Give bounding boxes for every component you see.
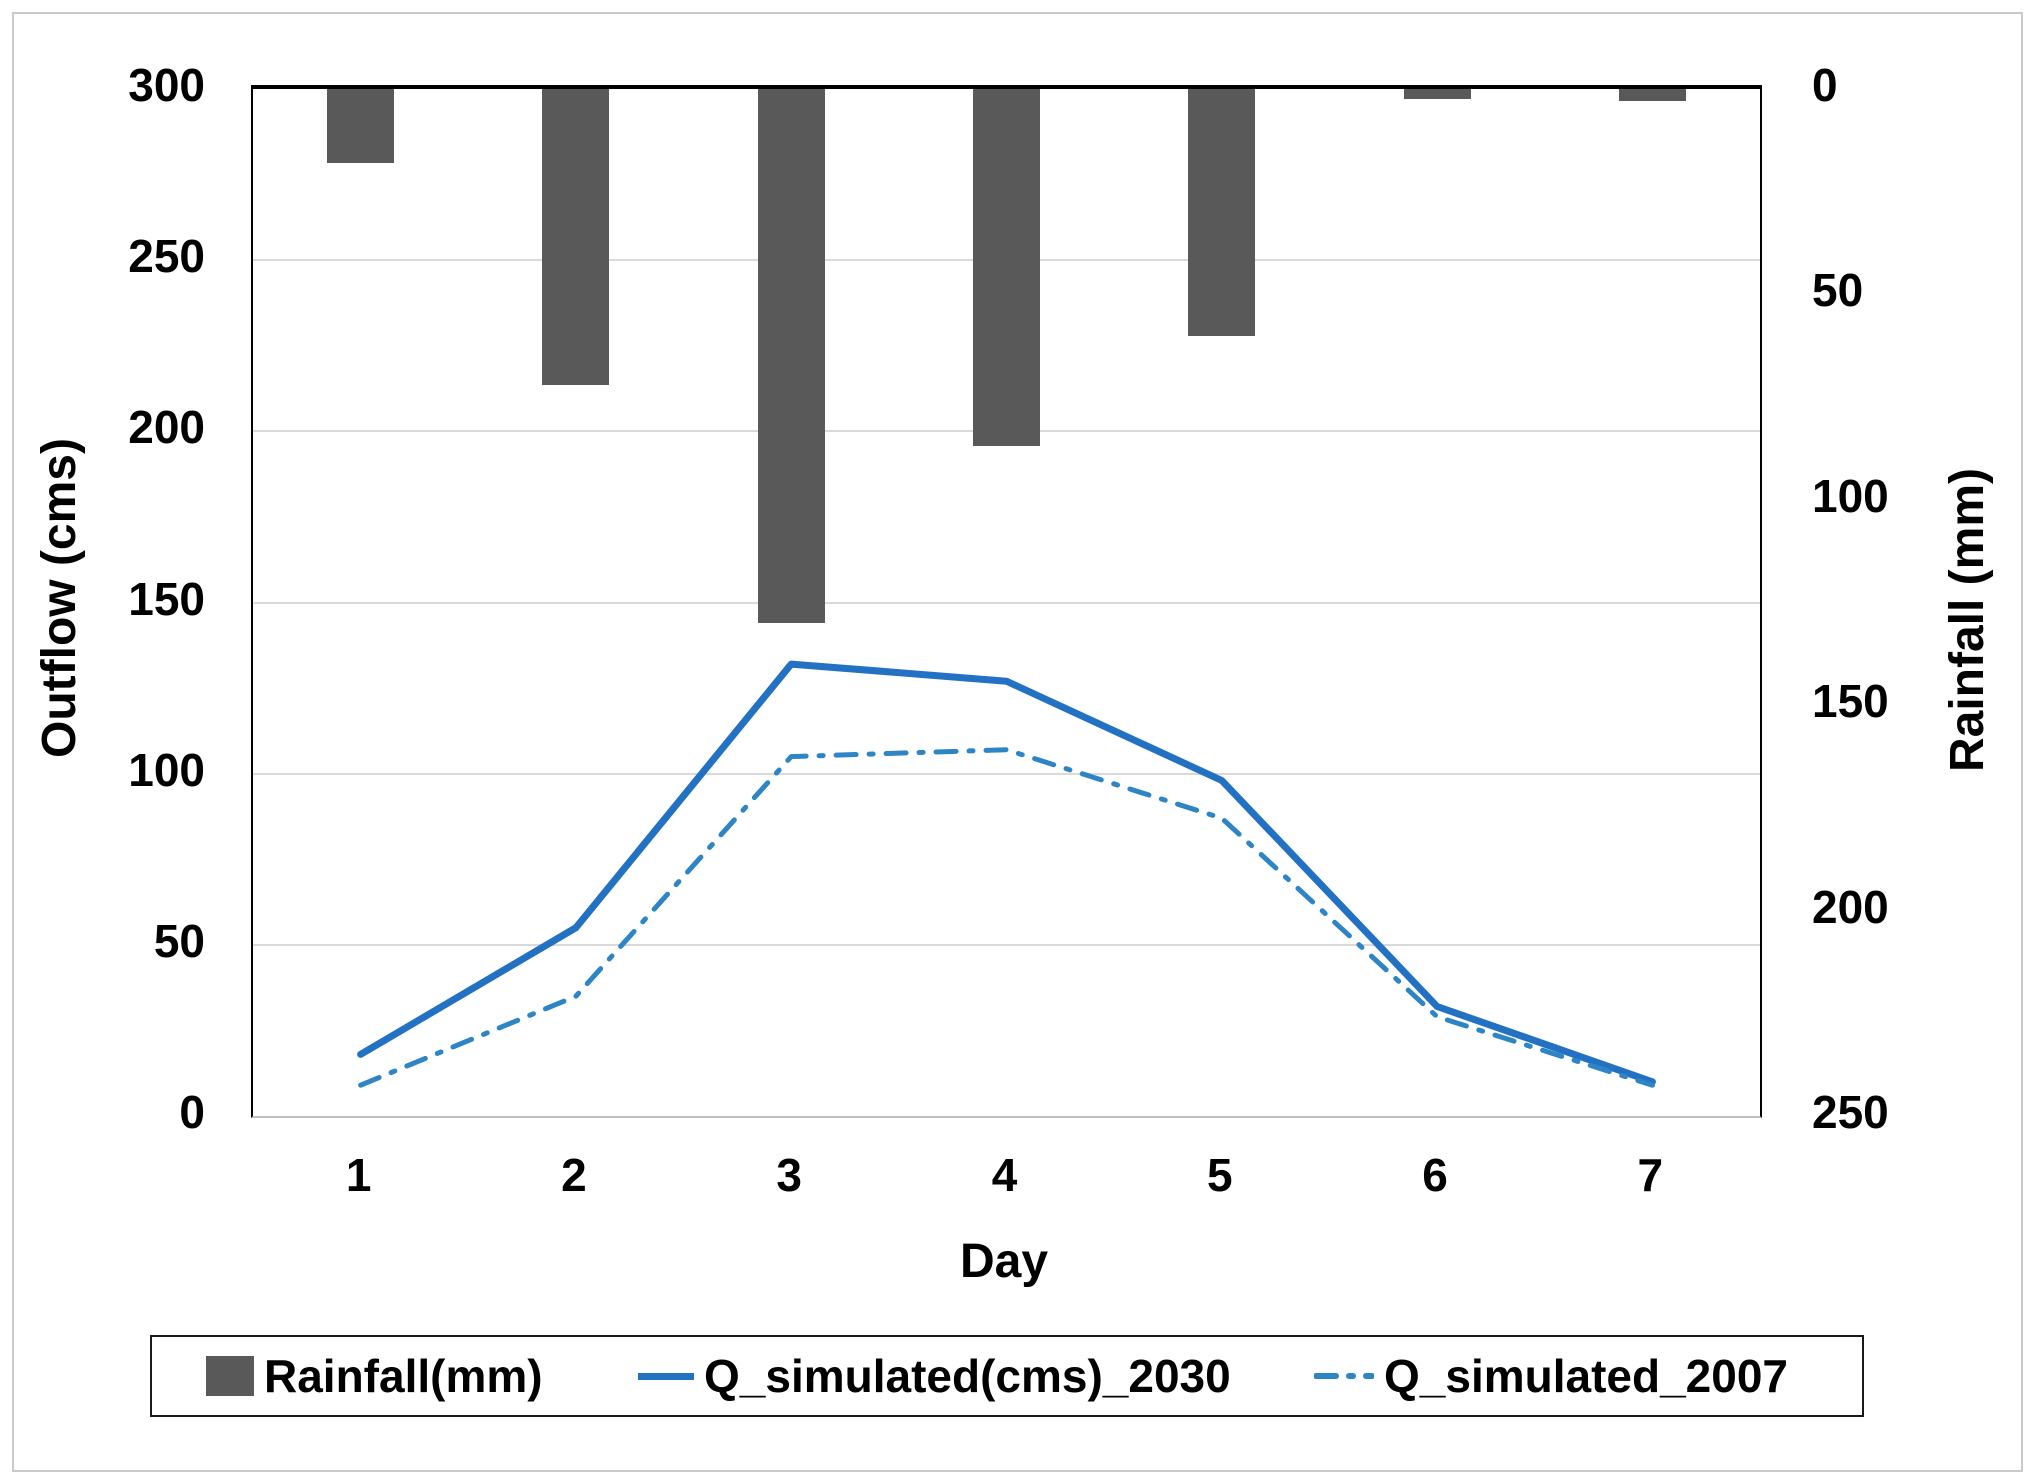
rainfall-bar-day-3 [757,89,825,623]
rainfall-bar-day-7 [1618,89,1686,102]
gridline [253,772,1760,775]
solid-line-swatch-icon [638,1372,694,1380]
right-tick-label: 50 [1812,264,1864,317]
dash-dot-line-swatch-icon [1314,1371,1374,1381]
rainfall-swatch-icon [206,1356,254,1396]
plot-area [251,85,1762,1118]
legend-label-rainfall: Rainfall(mm) [264,1350,543,1402]
left-tick-label: 100 [128,743,205,796]
x-tick-label: 3 [776,1149,802,1201]
right-tick-label: 0 [1812,59,1838,111]
left-axis-title: Outflow (cms) [33,438,86,758]
left-tick-label: 250 [128,230,205,283]
x-tick-label: 2 [561,1149,587,1201]
right-tick-label: 100 [1812,469,1889,522]
x-tick-label: 4 [991,1149,1018,1201]
right-tick-label: 200 [1812,880,1889,933]
line-series-layer [357,660,1656,1088]
right-axis-title: Rainfall (mm) [1941,467,1994,773]
rainfall-bar-day-4 [973,89,1040,447]
gridline [253,601,1760,604]
left-tick-label: 150 [128,572,205,625]
left-tick-label: 50 [153,914,205,967]
line-q2007 [358,747,1655,1088]
x-tick-label: 7 [1637,1149,1664,1201]
rainfall-bar-day-5 [1188,89,1256,336]
right-tick-label: 150 [1812,675,1889,728]
legend-item-q2030: Q_simulated(cms)_2030 [638,1337,1231,1415]
x-axis-title: Day [959,1235,1049,1288]
gridline [253,943,1760,946]
x-tick-label: 5 [1206,1149,1233,1201]
rainfall-bar-day-6 [1403,89,1471,100]
rainfall-bar-day-1 [327,89,395,163]
legend-item-q2007: Q_simulated_2007 [1314,1337,1788,1415]
legend-label-q2007: Q_simulated_2007 [1384,1350,1789,1402]
x-tick-label: 6 [1422,1149,1448,1201]
legend-label-q2030: Q_simulated(cms)_2030 [704,1350,1231,1402]
x-tick-label: 1 [345,1149,372,1201]
left-tick-label: 0 [179,1086,205,1138]
left-tick-label: 300 [128,59,205,111]
legend-item-rainfall: Rainfall(mm) [206,1337,543,1415]
right-tick-label: 250 [1812,1086,1889,1138]
left-tick-label: 200 [128,401,205,454]
legend: Rainfall(mm) Q_simulated(cms)_2030 Q_sim… [150,1335,1864,1417]
line-q2030 [357,660,1656,1086]
rainfall-bar-day-2 [542,89,610,385]
